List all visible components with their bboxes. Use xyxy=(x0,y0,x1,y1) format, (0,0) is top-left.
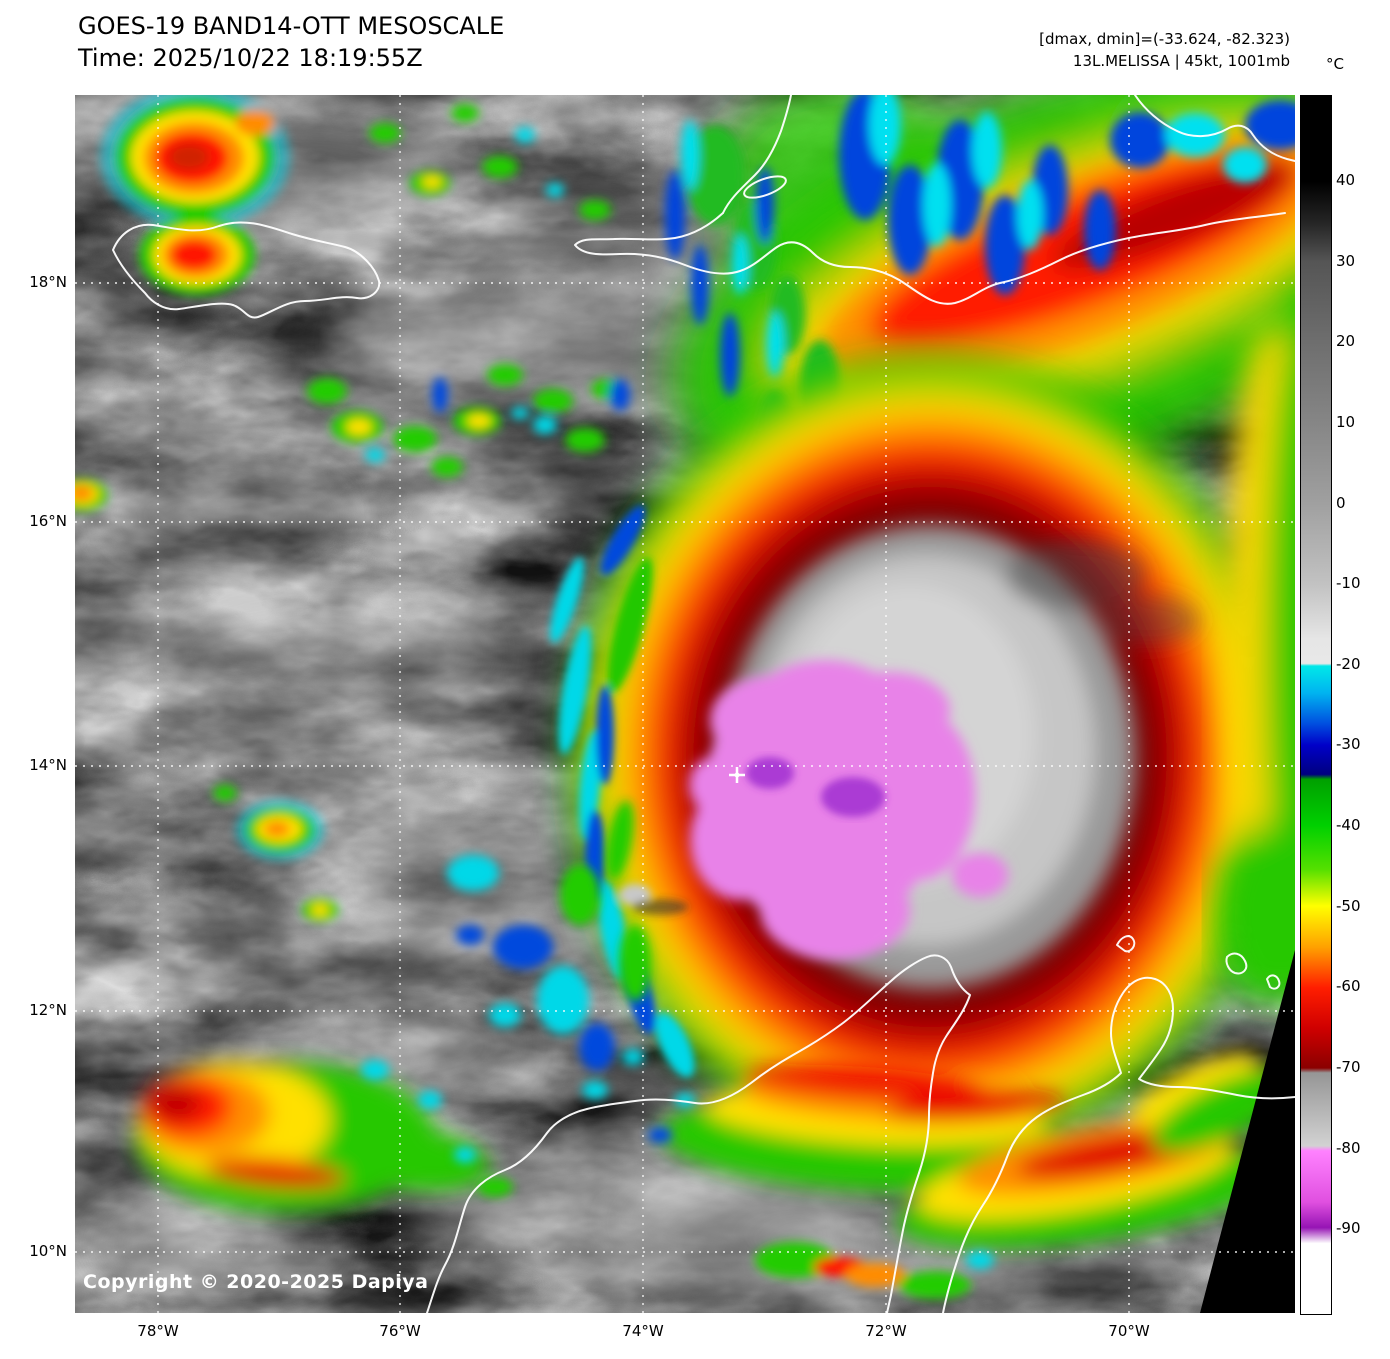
colorbar-tick: -30 xyxy=(1336,735,1361,753)
page-title: GOES-19 BAND14-OTT MESOSCALE xyxy=(78,12,505,40)
coastline-aruba xyxy=(1116,935,1136,953)
lat-label-16n: 16°N xyxy=(29,512,67,530)
coastline-jamaica xyxy=(112,221,381,319)
coastline-haiti-west xyxy=(722,95,792,214)
coastline-dr-northeast xyxy=(1134,95,1295,162)
coastline-bonaire xyxy=(1266,974,1281,990)
storm-info: 13L.MELISSA | 45kt, 1001mb xyxy=(1072,52,1290,70)
lon-label-76w: 76°W xyxy=(379,1322,421,1340)
colorbar-tick: 20 xyxy=(1336,332,1356,350)
copyright-watermark: Copyright © 2020-2025 Dapiya xyxy=(83,1271,429,1293)
coastline-curacao xyxy=(1225,952,1248,975)
colorbar-tick: 30 xyxy=(1336,252,1356,270)
satellite-imagery xyxy=(75,95,1295,1313)
lon-label-74w: 74°W xyxy=(622,1322,664,1340)
satellite-map: Copyright © 2020-2025 Dapiya xyxy=(75,95,1295,1313)
scattered-convective-cells xyxy=(75,95,994,1299)
dmax-dmin-readout: [dmax, dmin]=(-33.624, -82.323) xyxy=(1039,30,1290,48)
temperature-colorbar xyxy=(1300,95,1332,1315)
coldest-cloud-top-magenta-core xyxy=(689,660,1008,960)
colorbar-tick: 0 xyxy=(1336,494,1346,512)
storm-center-marker xyxy=(729,767,745,783)
coastline-venezuela-east xyxy=(942,976,1295,1313)
timestamp: Time: 2025/10/22 18:19:55Z xyxy=(78,44,423,72)
lat-label-14n: 14°N xyxy=(29,756,67,774)
coastline-gonave-island xyxy=(743,175,787,199)
colorbar-tick: 40 xyxy=(1336,171,1356,189)
colorbar-tick: -70 xyxy=(1336,1058,1361,1076)
scan-edge-no-data-region xyxy=(1200,950,1295,1313)
lon-label-78w: 78°W xyxy=(137,1322,179,1340)
lat-label-18n: 18°N xyxy=(29,273,67,291)
colorbar-tick: -90 xyxy=(1336,1219,1361,1237)
lat-label-12n: 12°N xyxy=(29,1001,67,1019)
colorbar-unit-label: °C xyxy=(1326,55,1344,73)
colorbar-tick: 10 xyxy=(1336,413,1356,431)
coastline-south-america-west xyxy=(426,954,971,1313)
coastlines xyxy=(112,95,1295,1313)
lat-label-10n: 10°N xyxy=(29,1242,67,1260)
header-right: [dmax, dmin]=(-33.624, -82.323) 13L.MELI… xyxy=(1039,28,1290,72)
colorbar-tick: -20 xyxy=(1336,655,1361,673)
lon-label-70w: 70°W xyxy=(1108,1322,1150,1340)
colorbar-tick: -60 xyxy=(1336,977,1361,995)
coldest-purple-spots xyxy=(746,757,885,817)
right-edge-warm-strip xyxy=(1215,300,1295,1010)
lon-label-72w: 72°W xyxy=(865,1322,907,1340)
coastline-hispaniola-south xyxy=(574,212,1286,305)
colorbar-tick: -80 xyxy=(1336,1139,1361,1157)
colorbar-tick: -10 xyxy=(1336,574,1361,592)
colorbar-tick: -50 xyxy=(1336,897,1361,915)
gridlines xyxy=(75,95,1295,1313)
colorbar-tick: -40 xyxy=(1336,816,1361,834)
